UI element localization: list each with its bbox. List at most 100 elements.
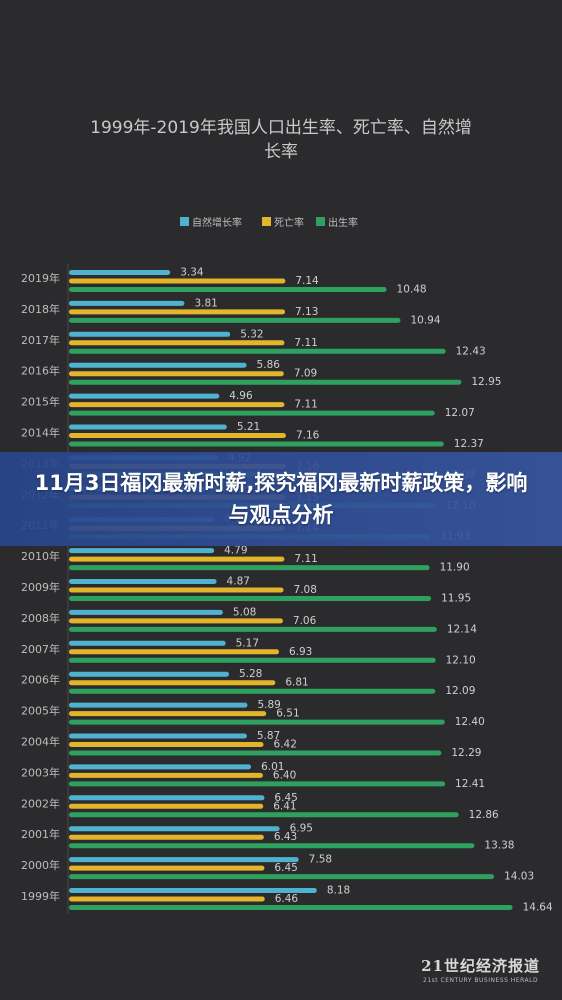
bar	[69, 649, 279, 655]
data-label: 7.08	[294, 584, 317, 596]
data-label: 13.38	[484, 840, 514, 852]
bar	[69, 424, 227, 430]
headline-banner[interactable]: 11月3日福冈最新时薪,探究福冈最新时薪政策，影响与观点分析	[0, 452, 562, 546]
data-label: 5.89	[257, 699, 280, 711]
bar	[69, 750, 442, 756]
data-label: 6.40	[273, 769, 296, 781]
category-label: 2010年	[21, 549, 60, 563]
bar	[69, 579, 217, 584]
bar	[69, 826, 280, 832]
data-label: 7.09	[294, 368, 317, 380]
data-label: 14.64	[523, 902, 553, 914]
bar	[69, 609, 223, 615]
data-label: 7.11	[294, 553, 317, 565]
legend-label: 出生率	[328, 216, 358, 229]
category-label: 2007年	[21, 642, 60, 656]
bar	[69, 733, 247, 739]
data-label: 5.17	[236, 637, 259, 649]
bar	[69, 742, 264, 747]
data-label: 4.87	[227, 576, 250, 588]
source-name: 21世纪经济报道	[421, 957, 540, 975]
category-label: 2016年	[21, 364, 60, 378]
legend-label: 自然增长率	[192, 216, 242, 229]
data-label: 10.94	[410, 314, 440, 326]
bar	[69, 781, 446, 787]
bar	[69, 764, 252, 770]
bar	[69, 719, 445, 725]
bar	[69, 548, 215, 554]
bar	[69, 680, 276, 686]
category-label: 2006年	[21, 673, 60, 687]
category-label: 2014年	[21, 426, 60, 440]
data-label: 7.16	[296, 430, 320, 442]
category-label: 1999年	[21, 889, 60, 903]
bar	[69, 857, 299, 863]
bar	[69, 803, 264, 809]
data-label: 7.13	[295, 306, 318, 318]
bar	[69, 896, 265, 902]
data-label: 14.03	[504, 871, 534, 883]
bar	[69, 587, 284, 593]
bar	[69, 300, 185, 306]
bar	[69, 626, 437, 632]
bar	[69, 596, 432, 601]
legend-swatch	[180, 217, 189, 226]
bar	[69, 874, 495, 880]
bar	[69, 393, 220, 399]
data-label: 4.96	[229, 390, 253, 402]
data-label: 6.43	[274, 831, 297, 843]
bar	[69, 888, 317, 893]
bar	[69, 441, 444, 447]
data-label: 6.93	[289, 646, 312, 658]
data-label: 7.14	[295, 275, 319, 287]
bar	[69, 287, 387, 292]
data-label: 12.43	[456, 345, 486, 357]
category-label: 2017年	[21, 333, 60, 347]
data-label: 12.29	[451, 747, 481, 759]
legend-label: 死亡率	[274, 216, 304, 229]
bar	[69, 348, 446, 354]
chart-legend: 自然增长率 死亡率 出生率	[180, 216, 358, 229]
bar	[69, 331, 231, 337]
bar	[69, 834, 264, 840]
data-label: 10.48	[397, 284, 427, 296]
category-label: 2015年	[21, 395, 60, 409]
bar	[69, 640, 226, 646]
data-label: 3.34	[180, 267, 204, 279]
bar	[69, 410, 435, 416]
bar	[69, 688, 436, 694]
source-name-en: 21st CENTURY BUSINESS HERALD	[423, 977, 539, 984]
bar	[69, 843, 475, 849]
bar	[69, 657, 436, 663]
data-label: 5.86	[257, 359, 281, 371]
data-label: 4.79	[224, 545, 247, 557]
data-label: 12.07	[445, 407, 475, 419]
data-label: 5.28	[239, 668, 262, 680]
category-label: 2002年	[21, 796, 60, 810]
bar	[69, 340, 285, 346]
data-label: 12.10	[446, 654, 476, 666]
data-label: 12.14	[447, 623, 477, 635]
data-label: 11.90	[440, 562, 470, 574]
bar	[69, 433, 286, 438]
data-label: 6.51	[276, 708, 299, 720]
category-label: 2019年	[21, 271, 60, 285]
bar	[69, 865, 265, 871]
bar	[69, 702, 248, 708]
bar	[69, 317, 401, 323]
data-label: 12.40	[455, 716, 485, 728]
category-label: 2001年	[21, 827, 60, 841]
data-label: 5.21	[237, 421, 260, 433]
data-label: 6.41	[273, 800, 296, 812]
category-label: 2018年	[21, 302, 60, 316]
chart-title-line2: 长率	[264, 142, 298, 162]
data-label: 7.11	[294, 399, 317, 411]
data-label: 5.08	[233, 606, 256, 618]
bar	[69, 362, 247, 368]
legend-swatch	[316, 217, 325, 226]
category-label: 2000年	[21, 858, 60, 872]
bar	[69, 556, 285, 562]
chart-title-line1: 1999年-2019年我国人口出生率、死亡率、自然增	[90, 118, 472, 138]
bar	[69, 772, 263, 778]
